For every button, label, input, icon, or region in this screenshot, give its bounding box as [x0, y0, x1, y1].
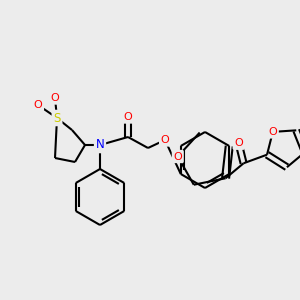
Text: O: O	[234, 138, 243, 148]
Text: O: O	[34, 100, 42, 110]
Text: O: O	[268, 127, 277, 137]
Text: S: S	[53, 112, 61, 124]
Text: O: O	[160, 135, 169, 145]
Text: O: O	[124, 112, 132, 122]
Text: N: N	[96, 139, 104, 152]
Text: O: O	[173, 152, 182, 161]
Text: O: O	[51, 93, 59, 103]
